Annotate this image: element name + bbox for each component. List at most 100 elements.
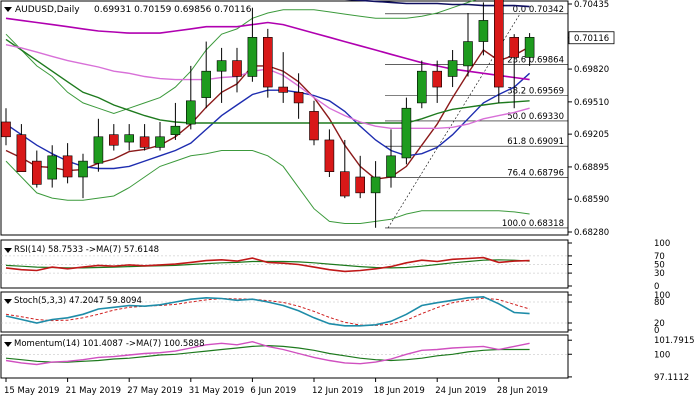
candle bbox=[31, 150, 42, 188]
stoch-tick-label: 80 bbox=[654, 298, 665, 308]
candle bbox=[232, 47, 242, 93]
candle-body bbox=[432, 70, 443, 88]
price-tick-label: 0.69510 bbox=[574, 98, 609, 108]
rsi-tick-label: 70 bbox=[654, 252, 665, 262]
fib-label: 0.0 0.70342 bbox=[513, 5, 564, 15]
fib-label: 38.2 0.69569 bbox=[507, 87, 564, 97]
x-tick-label: 31 May 2019 bbox=[189, 386, 244, 396]
rsi-label: RSI(14) 58.7533 ->MA(7) 57.6148 bbox=[14, 245, 159, 255]
candle bbox=[186, 65, 196, 130]
price-panel bbox=[0, 0, 569, 236]
price-tick-label: 0.68590 bbox=[574, 195, 609, 205]
x-tick-label: 21 May 2019 bbox=[66, 386, 121, 396]
x-tick-label: 18 Jun 2019 bbox=[374, 386, 425, 396]
x-tick-label: 24 Jun 2019 bbox=[435, 386, 486, 396]
candle-body bbox=[78, 160, 88, 178]
candle bbox=[463, 12, 473, 77]
candle-body bbox=[309, 111, 319, 141]
momentum-tick-label: 100 bbox=[654, 350, 670, 360]
candle-body bbox=[370, 176, 381, 194]
candle bbox=[170, 102, 181, 140]
price-tick-label: 0.69820 bbox=[574, 65, 609, 75]
momentum-tick-label: 101.7915 bbox=[654, 336, 695, 346]
momentum-label: Momentum(14) 101.4087 ->MA(7) 100.5888 bbox=[14, 339, 204, 349]
price-tick-label: 0.69205 bbox=[574, 130, 609, 140]
price-tick-label: 0.70435 bbox=[574, 0, 609, 10]
stoch-tick-label: 0 bbox=[654, 326, 659, 336]
rsi-ma-line bbox=[5, 259, 530, 269]
x-tick-label: 27 May 2019 bbox=[127, 386, 182, 396]
candle bbox=[262, 28, 273, 98]
momentum-tick-label: 97.1112 bbox=[654, 373, 689, 383]
momentum-panel bbox=[0, 334, 569, 379]
candle-body bbox=[47, 155, 58, 180]
candle-body bbox=[170, 125, 181, 135]
candle bbox=[524, 33, 535, 66]
x-tick-label: 12 Jun 2019 bbox=[312, 386, 363, 396]
rsi-tick-label: 0 bbox=[654, 282, 659, 292]
stoch-panel bbox=[0, 291, 569, 333]
symbol-label: AUDUSD,Daily bbox=[15, 5, 80, 15]
candle-body bbox=[124, 134, 134, 143]
candle-body bbox=[386, 155, 396, 178]
stoch-d-line bbox=[5, 297, 530, 326]
candle-body bbox=[324, 139, 335, 172]
candle-body bbox=[62, 155, 73, 178]
candle-body bbox=[1, 121, 11, 138]
candle bbox=[309, 100, 319, 146]
stoch-k-line bbox=[5, 295, 530, 327]
fib-label: 61.8 0.69091 bbox=[507, 137, 564, 147]
candle bbox=[401, 97, 412, 165]
candle bbox=[478, 2, 489, 56]
current-price-label: 0.70116 bbox=[574, 34, 609, 44]
candle bbox=[339, 139, 350, 199]
candle-body bbox=[109, 134, 119, 146]
candle-body bbox=[232, 60, 242, 77]
candle bbox=[47, 145, 58, 188]
candle bbox=[201, 41, 211, 109]
candle bbox=[370, 161, 381, 228]
panel-collapse-icon[interactable] bbox=[4, 7, 12, 12]
candle bbox=[324, 129, 335, 177]
candle-body bbox=[201, 70, 211, 98]
bollinger-upper-line bbox=[5, 0, 477, 115]
rsi-tick-label: 30 bbox=[654, 269, 665, 279]
candle bbox=[509, 34, 520, 109]
price-tick-label: 0.68895 bbox=[574, 163, 609, 173]
candle-body bbox=[509, 37, 520, 58]
candle-body bbox=[31, 160, 42, 185]
current-price-box bbox=[568, 31, 615, 45]
candle-body bbox=[355, 176, 366, 194]
x-tick-label: 28 Jun 2019 bbox=[497, 386, 548, 396]
moving-average-line bbox=[5, 17, 530, 81]
momentum-ma-line bbox=[5, 344, 530, 363]
candle-body bbox=[339, 171, 350, 197]
candle-body bbox=[139, 136, 150, 148]
candle-body bbox=[93, 136, 104, 164]
candle bbox=[355, 155, 366, 199]
candle-body bbox=[401, 107, 412, 159]
rsi-collapse-icon[interactable] bbox=[4, 248, 12, 253]
momentum-collapse-icon[interactable] bbox=[4, 342, 12, 347]
candle bbox=[278, 52, 289, 103]
x-tick-label: 15 May 2019 bbox=[4, 386, 59, 396]
candle-body bbox=[447, 60, 458, 77]
candle bbox=[386, 129, 396, 188]
candle bbox=[447, 50, 458, 88]
candle bbox=[124, 124, 134, 151]
candle bbox=[78, 153, 88, 199]
candle bbox=[93, 118, 104, 172]
candle bbox=[109, 124, 119, 151]
candle-body bbox=[186, 100, 196, 125]
candle-body bbox=[216, 60, 227, 72]
candle-body bbox=[247, 37, 258, 77]
candle-body bbox=[463, 41, 473, 67]
stoch-collapse-icon[interactable] bbox=[4, 299, 12, 304]
candle bbox=[293, 73, 304, 119]
candle-body bbox=[16, 134, 27, 172]
rsi-line bbox=[5, 256, 530, 273]
bollinger-lower-line bbox=[5, 150, 530, 224]
x-tick-label: 6 Jun 2019 bbox=[250, 386, 296, 396]
